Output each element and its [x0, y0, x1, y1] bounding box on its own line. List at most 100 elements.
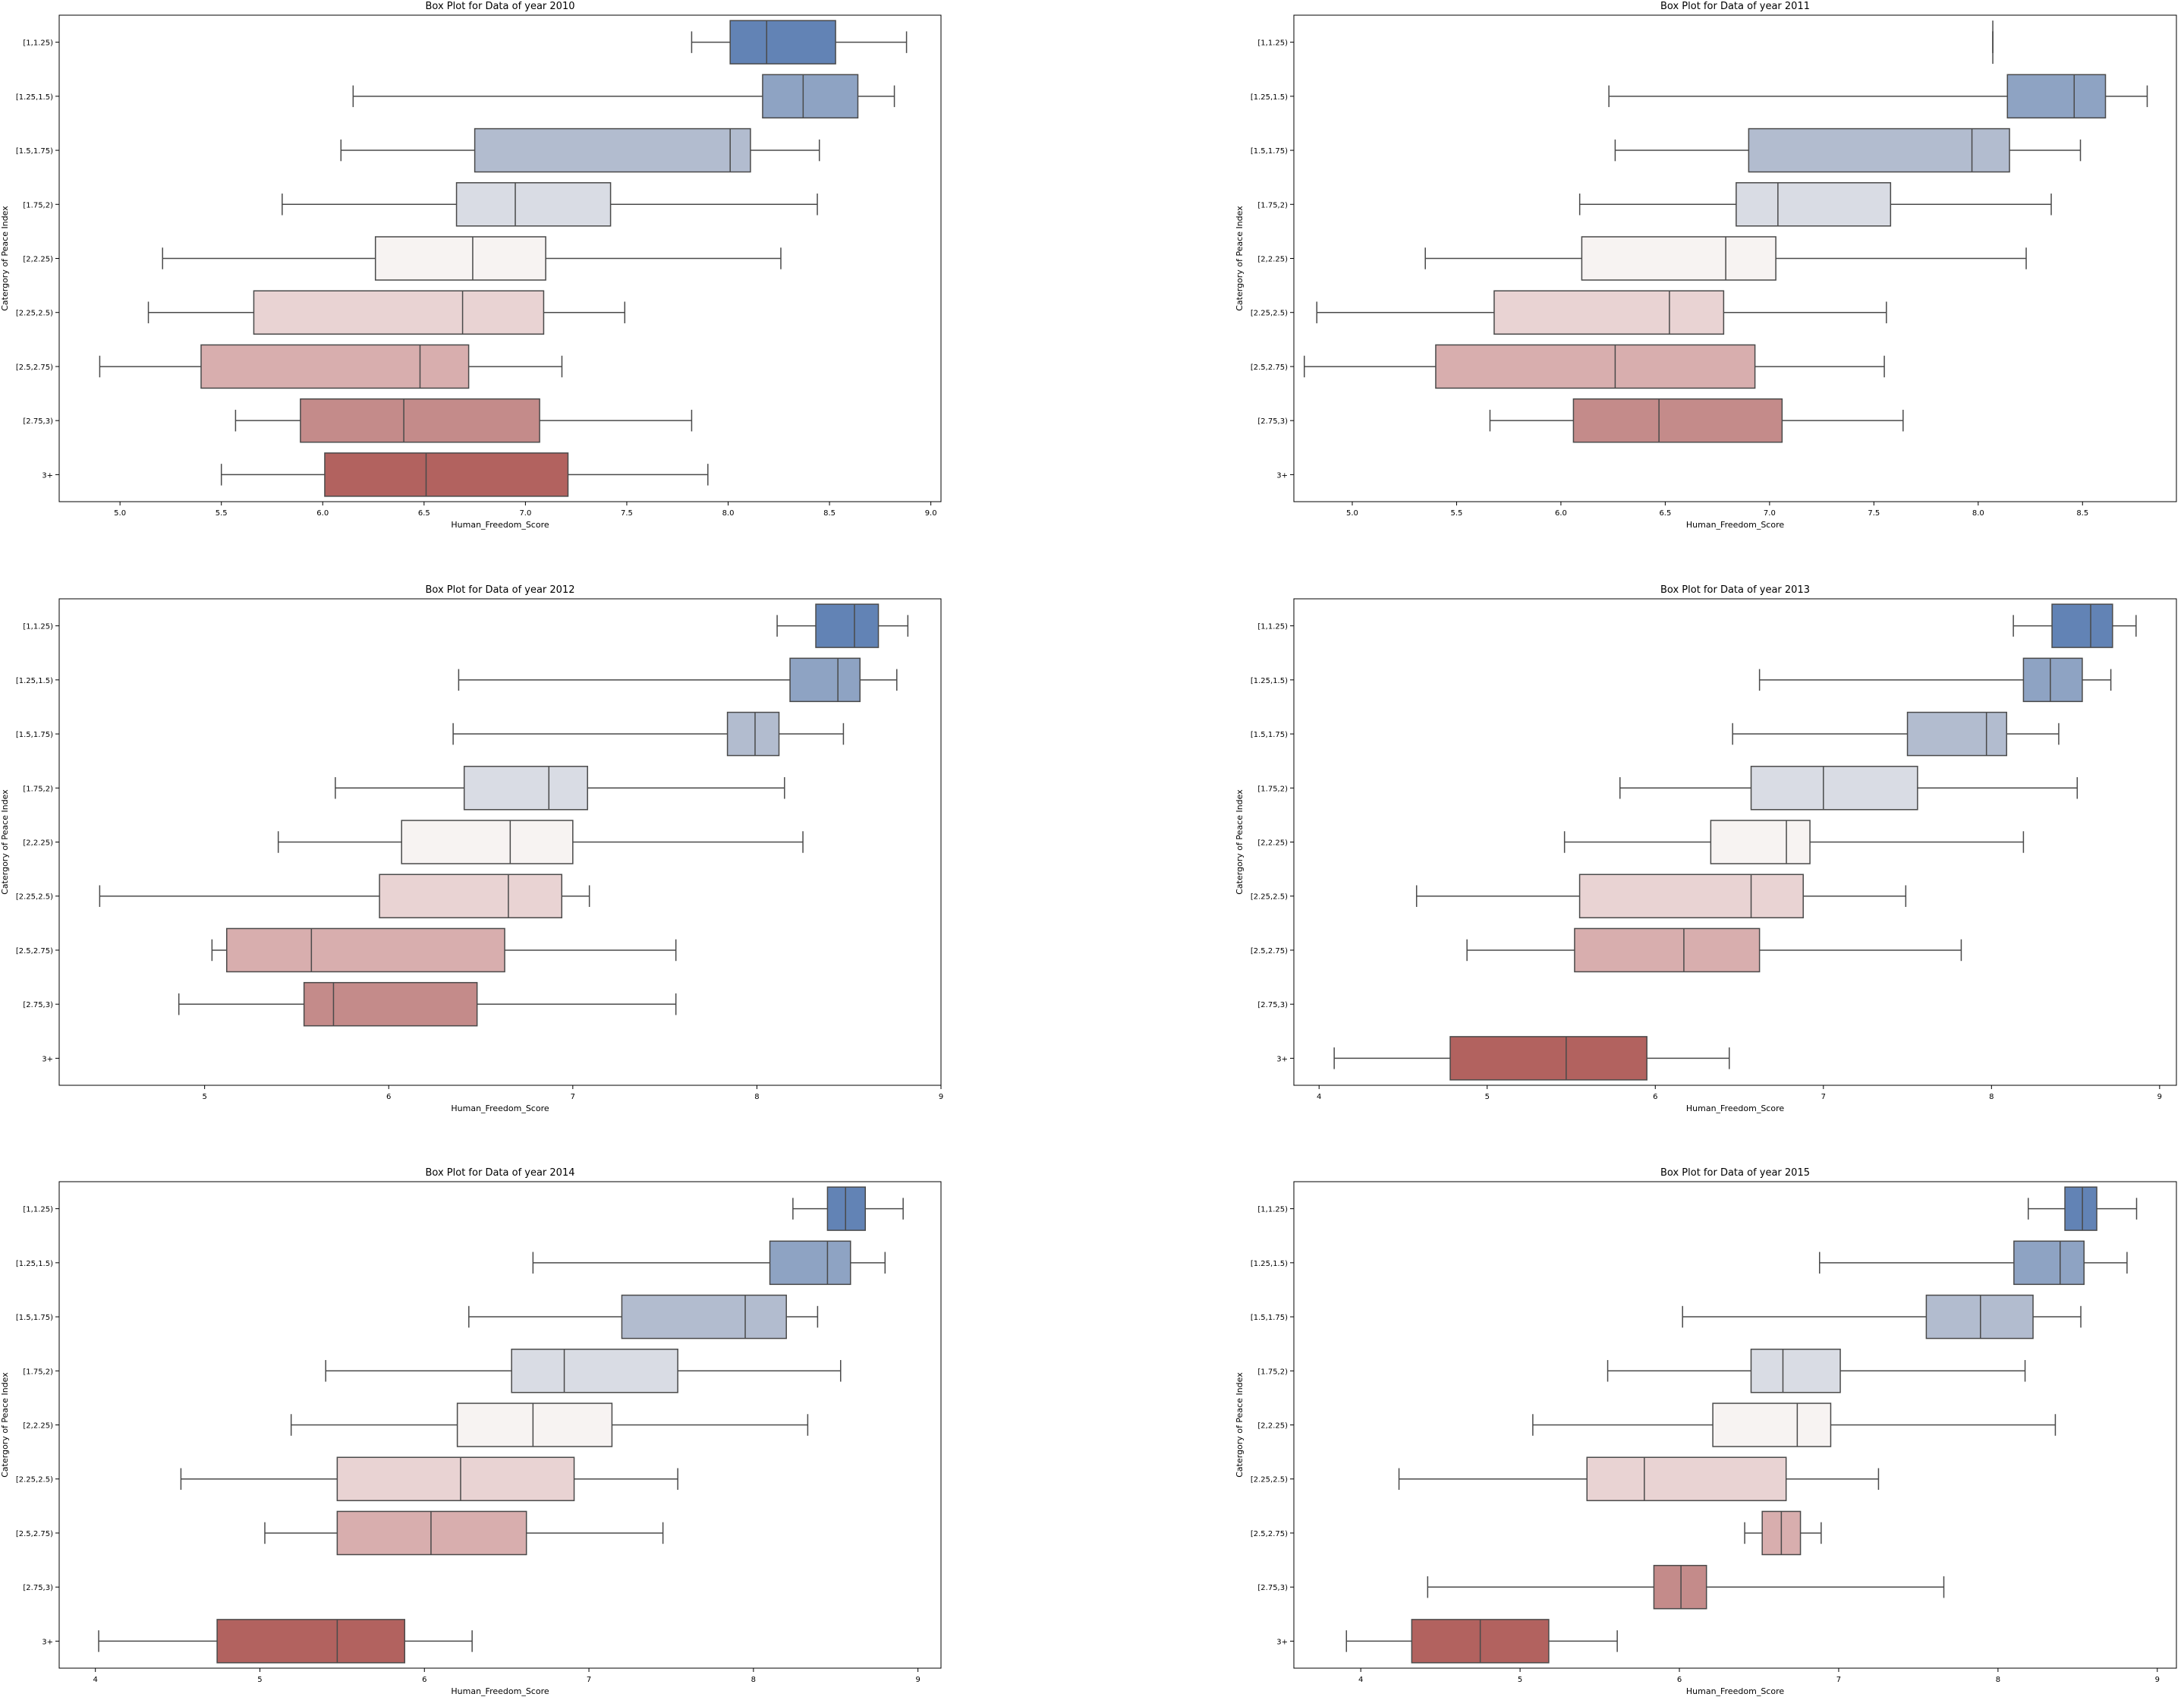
x-tick-label: 6 [386, 1093, 391, 1101]
x-tick-label: 6 [422, 1676, 426, 1684]
box-7 [1489, 398, 1904, 443]
iqr-box [1925, 1294, 2034, 1340]
iqr-box [1906, 711, 2008, 757]
iqr-box [1578, 874, 1804, 918]
iqr-box [1736, 182, 1892, 227]
x-tick-label: 8 [751, 1676, 756, 1684]
x-tick-label: 6.5 [418, 509, 430, 518]
y-tick-label: [1.25,1.5) [16, 677, 53, 685]
iqr-box [324, 452, 569, 497]
y-tick-label: [2.5,2.75) [16, 1530, 53, 1538]
y-tick-label: [1.25,1.5) [16, 93, 53, 102]
box-7 [178, 981, 677, 1027]
y-axis-label: Catergory of Peace Index [0, 789, 10, 895]
y-tick-label: 3+ [1276, 1055, 1288, 1063]
box-4 [162, 236, 782, 281]
y-tick-label: [2.25,2.5) [1251, 1476, 1288, 1484]
iqr-box [216, 1619, 406, 1664]
iqr-box [455, 182, 612, 227]
y-tick-label: [2.5,2.75) [1251, 947, 1288, 956]
y-tick-label: [1,1.25) [23, 39, 53, 48]
box-2 [340, 128, 820, 173]
x-tick-label: 9 [2157, 1093, 2162, 1101]
iqr-box [1449, 1036, 1647, 1081]
box-5 [99, 874, 590, 918]
y-tick-label: [2,2.25) [23, 839, 53, 848]
box-6 [264, 1510, 664, 1556]
y-tick-label: [1.25,1.5) [1251, 677, 1288, 685]
iqr-box [2064, 1186, 2097, 1231]
y-tick-label: [1.25,1.5) [16, 1260, 53, 1268]
x-axis-label: Human_Freedom_Score [1686, 1104, 1784, 1113]
iqr-box [621, 1294, 787, 1340]
y-tick-label: [2.75,3) [23, 1001, 53, 1009]
iqr-box [200, 344, 470, 389]
iqr-box [2013, 1240, 2085, 1286]
box-8 [98, 1619, 473, 1664]
y-tick-label: [2.5,2.75) [1251, 1530, 1288, 1538]
box-2 [1732, 711, 2060, 757]
iqr-box [456, 1403, 613, 1447]
y-tick-label: [1,1.25) [23, 1206, 53, 1214]
box-7 [234, 398, 693, 443]
box-3 [282, 182, 818, 227]
iqr-box [379, 874, 563, 918]
x-axis-label: Human_Freedom_Score [1686, 520, 1784, 530]
y-axis-label: Catergory of Peace Index [1235, 789, 1245, 895]
y-tick-label: [2.75,3) [23, 1584, 53, 1592]
iqr-box [1748, 128, 2010, 173]
y-tick-label: [1.5,1.75) [1251, 731, 1288, 739]
x-tick-label: 5.0 [1346, 509, 1358, 518]
x-tick-label: 6.5 [1659, 509, 1671, 518]
x-tick-label: 8.0 [1972, 509, 1984, 518]
chart-title: Box Plot for Data of year 2015 [1660, 1167, 1810, 1179]
box-6 [99, 344, 563, 389]
y-tick-label: 3+ [42, 1638, 53, 1646]
box-2 [1682, 1294, 2082, 1340]
box-5 [180, 1456, 678, 1501]
x-tick-label: 9.0 [925, 509, 937, 518]
y-tick-label: [1.75,2) [23, 1368, 53, 1376]
box-3 [1607, 1349, 2026, 1393]
x-axis-label: Human_Freedom_Score [1686, 1686, 1784, 1696]
subplot-4: Box Plot for Data of year 2014 [1,1.25) [1… [0, 1167, 942, 1696]
box-1 [352, 74, 895, 119]
x-tick-label: 7 [571, 1093, 575, 1101]
y-tick-label: [1.75,2) [1257, 785, 1288, 793]
x-tick-label: 4 [1317, 1093, 1321, 1101]
iqr-box [1712, 1403, 1832, 1447]
box-6 [1466, 927, 1962, 973]
iqr-box [226, 927, 505, 973]
x-tick-label: 8 [1989, 1093, 1994, 1101]
iqr-box [1586, 1456, 1787, 1501]
box-2 [452, 711, 845, 757]
y-tick-label: [2.25,2.5) [1251, 893, 1288, 902]
y-tick-label: [2.5,2.75) [1251, 364, 1288, 372]
x-tick-label: 5 [202, 1093, 206, 1101]
subplot-3: Box Plot for Data of year 2013 [1,1.25) [1… [1235, 584, 2177, 1113]
box-1 [1819, 1240, 2128, 1286]
box-1 [1758, 657, 2112, 703]
x-tick-label: 4 [93, 1676, 98, 1684]
subplot-5: Box Plot for Data of year 2015 [1,1.25) [1… [1235, 1167, 2177, 1696]
iqr-box [1710, 820, 1811, 864]
y-tick-label: [2.5,2.75) [16, 947, 53, 956]
x-tick-label: 7.5 [621, 509, 633, 518]
subplot-2: Box Plot for Data of year 2012 [1,1.25) [1… [0, 584, 943, 1113]
x-tick-label: 8 [754, 1093, 759, 1101]
iqr-box [1574, 927, 1761, 973]
y-tick-label: [2.5,2.75) [16, 364, 53, 372]
y-tick-label: [2,2.25) [23, 1422, 53, 1431]
x-axis-label: Human_Freedom_Score [451, 1686, 549, 1696]
box-8 [1333, 1036, 1730, 1081]
x-tick-label: 5 [257, 1676, 262, 1684]
box-1 [458, 657, 898, 703]
box-6 [211, 927, 677, 973]
chart-title: Box Plot for Data of year 2010 [426, 1, 575, 12]
iqr-box [1493, 290, 1725, 335]
x-tick-label: 7.5 [1868, 509, 1880, 518]
iqr-box [1750, 766, 1918, 811]
x-tick-label: 9 [915, 1676, 920, 1684]
x-tick-label: 5 [1485, 1093, 1490, 1101]
x-tick-label: 4 [1358, 1676, 1363, 1684]
